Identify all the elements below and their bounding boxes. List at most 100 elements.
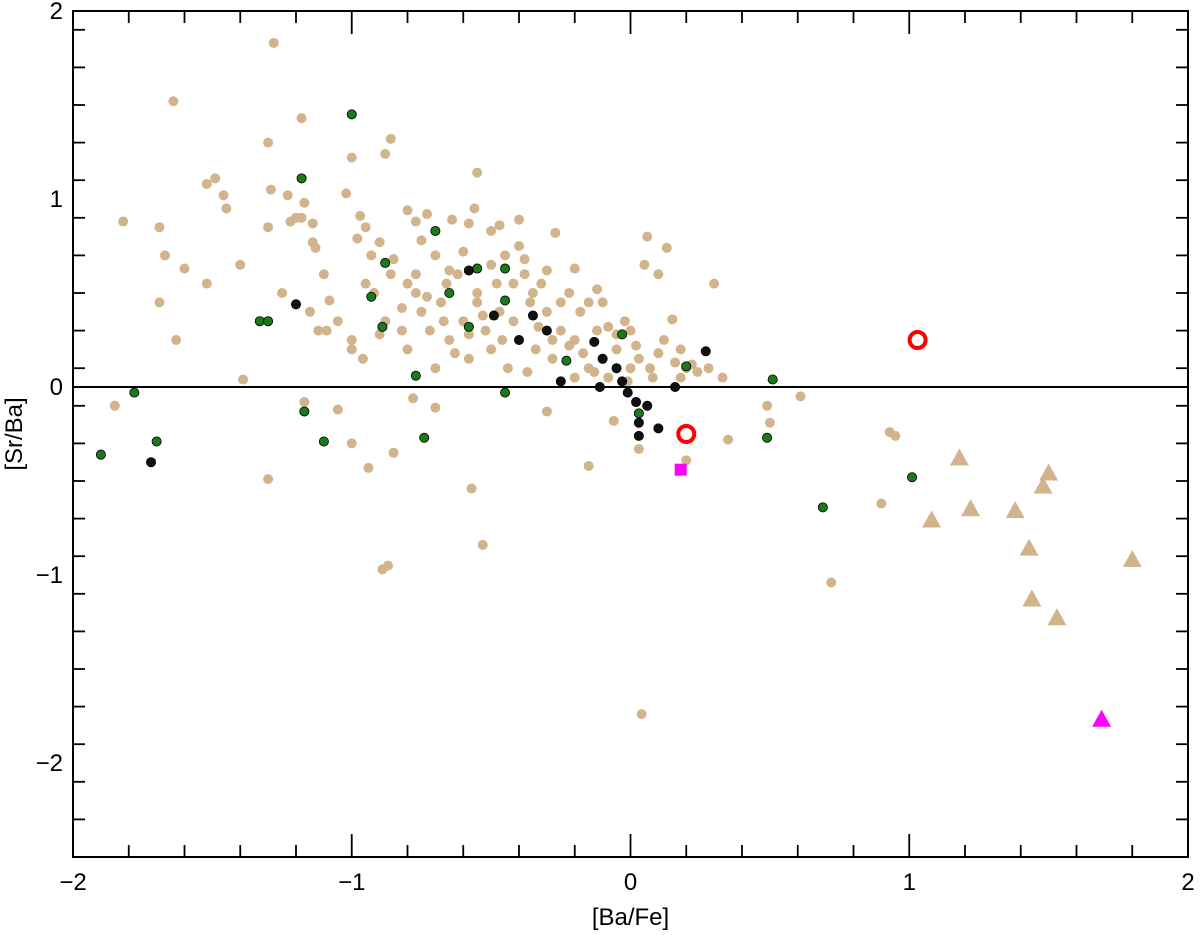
tan-circle-point	[541, 265, 552, 276]
black-circle-point	[594, 381, 605, 392]
tan-circle-point	[416, 306, 427, 317]
tan-circle-point	[480, 325, 491, 336]
tan-circle-point	[583, 460, 594, 471]
tan-circle-point	[374, 237, 385, 248]
green-circle-point	[681, 361, 692, 372]
plot-frame	[72, 10, 1189, 858]
tan-circle-point	[444, 265, 455, 276]
tan-circle-point	[564, 288, 575, 298]
tan-triangle-point	[1033, 476, 1053, 494]
tan-circle-point	[346, 152, 357, 163]
green-circle-point	[346, 109, 357, 120]
tan-circle-point	[410, 269, 421, 280]
green-circle-point	[472, 263, 483, 274]
tan-circle-point	[541, 406, 552, 417]
tan-circle-point	[675, 344, 686, 355]
tan-circle-point	[633, 353, 644, 364]
tan-circle-point	[265, 184, 276, 195]
green-circle-point	[318, 436, 329, 447]
tan-circle-point	[321, 325, 332, 336]
tan-circle-point	[263, 222, 274, 233]
tan-circle-point	[876, 498, 887, 509]
black-circle-point	[653, 423, 664, 434]
tan-circle-point	[469, 203, 480, 214]
x-tick-label: 1	[903, 869, 916, 896]
tan-circle-point	[658, 335, 669, 345]
tan-circle-point	[430, 402, 441, 413]
tan-circle-point	[268, 37, 279, 48]
tan-circle-point	[424, 325, 435, 336]
tan-circle-point	[472, 297, 483, 308]
tan-circle-point	[527, 288, 538, 298]
tan-circle-point	[396, 325, 407, 336]
green-circle-point	[500, 263, 511, 274]
tan-circle-point	[154, 222, 165, 233]
tan-circle-point	[631, 340, 642, 351]
green-circle-point	[410, 370, 421, 381]
tan-circle-point	[555, 325, 566, 336]
tan-circle-point	[519, 269, 530, 280]
green-circle-point	[151, 436, 162, 447]
tan-circle-point	[296, 113, 307, 124]
y-tick-label: −2	[36, 750, 63, 777]
tan-circle-point	[578, 348, 589, 359]
tan-circle-point	[422, 209, 433, 220]
tan-circle-point	[547, 335, 558, 345]
tan-circle-point	[550, 227, 561, 238]
tan-circle-point	[313, 325, 324, 336]
tan-triangle-point	[949, 448, 969, 466]
tan-circle-point	[360, 278, 371, 289]
tan-circle-point	[357, 353, 368, 364]
tan-circle-point	[611, 344, 622, 355]
tan-circle-point	[179, 263, 190, 274]
green-circle-point	[633, 408, 644, 419]
tan-circle-point	[366, 250, 377, 261]
green-circle-point	[500, 387, 511, 398]
tan-circle-point	[382, 560, 393, 571]
black-circle-point	[700, 346, 711, 357]
y-axis-label: [Sr/Ba]	[1, 397, 28, 470]
tan-circle-point	[890, 430, 901, 441]
green-circle-point	[95, 449, 106, 460]
tan-circle-point	[555, 297, 566, 308]
black-circle-point	[597, 353, 608, 364]
tan-circle-point	[385, 269, 396, 280]
tan-circle-point	[703, 363, 714, 374]
tan-circle-point	[625, 363, 636, 374]
tan-circle-point	[723, 434, 734, 445]
tan-circle-point	[619, 316, 630, 327]
tan-circle-point	[589, 366, 600, 377]
tan-circle-point	[569, 263, 580, 274]
tan-circle-point	[508, 278, 519, 289]
tan-circle-point	[346, 344, 357, 355]
tan-circle-point	[402, 205, 413, 216]
tan-circle-point	[430, 363, 441, 374]
tan-circle-point	[597, 297, 608, 308]
tan-circle-point	[642, 231, 653, 242]
green-circle-point	[366, 291, 377, 302]
tan-circle-point	[201, 278, 212, 289]
tan-circle-point	[500, 250, 511, 261]
tan-triangle-point	[1122, 549, 1142, 567]
tan-circle-point	[536, 278, 547, 289]
tan-circle-point	[583, 297, 594, 308]
tan-circle-point	[472, 167, 483, 178]
tick-labels: −2 −1 0 1 2 −2 −1 0 1 2	[36, 0, 1195, 896]
tan-triangle-point	[1022, 589, 1042, 607]
green-circle-point	[500, 295, 511, 306]
tan-circle-point	[221, 203, 232, 214]
tan-circle-point	[435, 297, 446, 308]
x-tick-label: −2	[59, 869, 86, 896]
green-circle-point	[767, 374, 778, 385]
tan-circle-point	[522, 366, 533, 377]
tan-circle-point	[653, 269, 664, 280]
green-circle-point	[380, 257, 391, 268]
tan-circle-point	[458, 246, 469, 257]
tan-circle-point	[385, 133, 396, 144]
black-circle-point	[488, 310, 499, 321]
black-circle-point	[555, 376, 566, 387]
plot-border	[72, 10, 1189, 858]
tan-circle-point	[318, 269, 329, 280]
tan-circle-point	[452, 269, 463, 280]
red-open-circle-point	[676, 424, 697, 444]
